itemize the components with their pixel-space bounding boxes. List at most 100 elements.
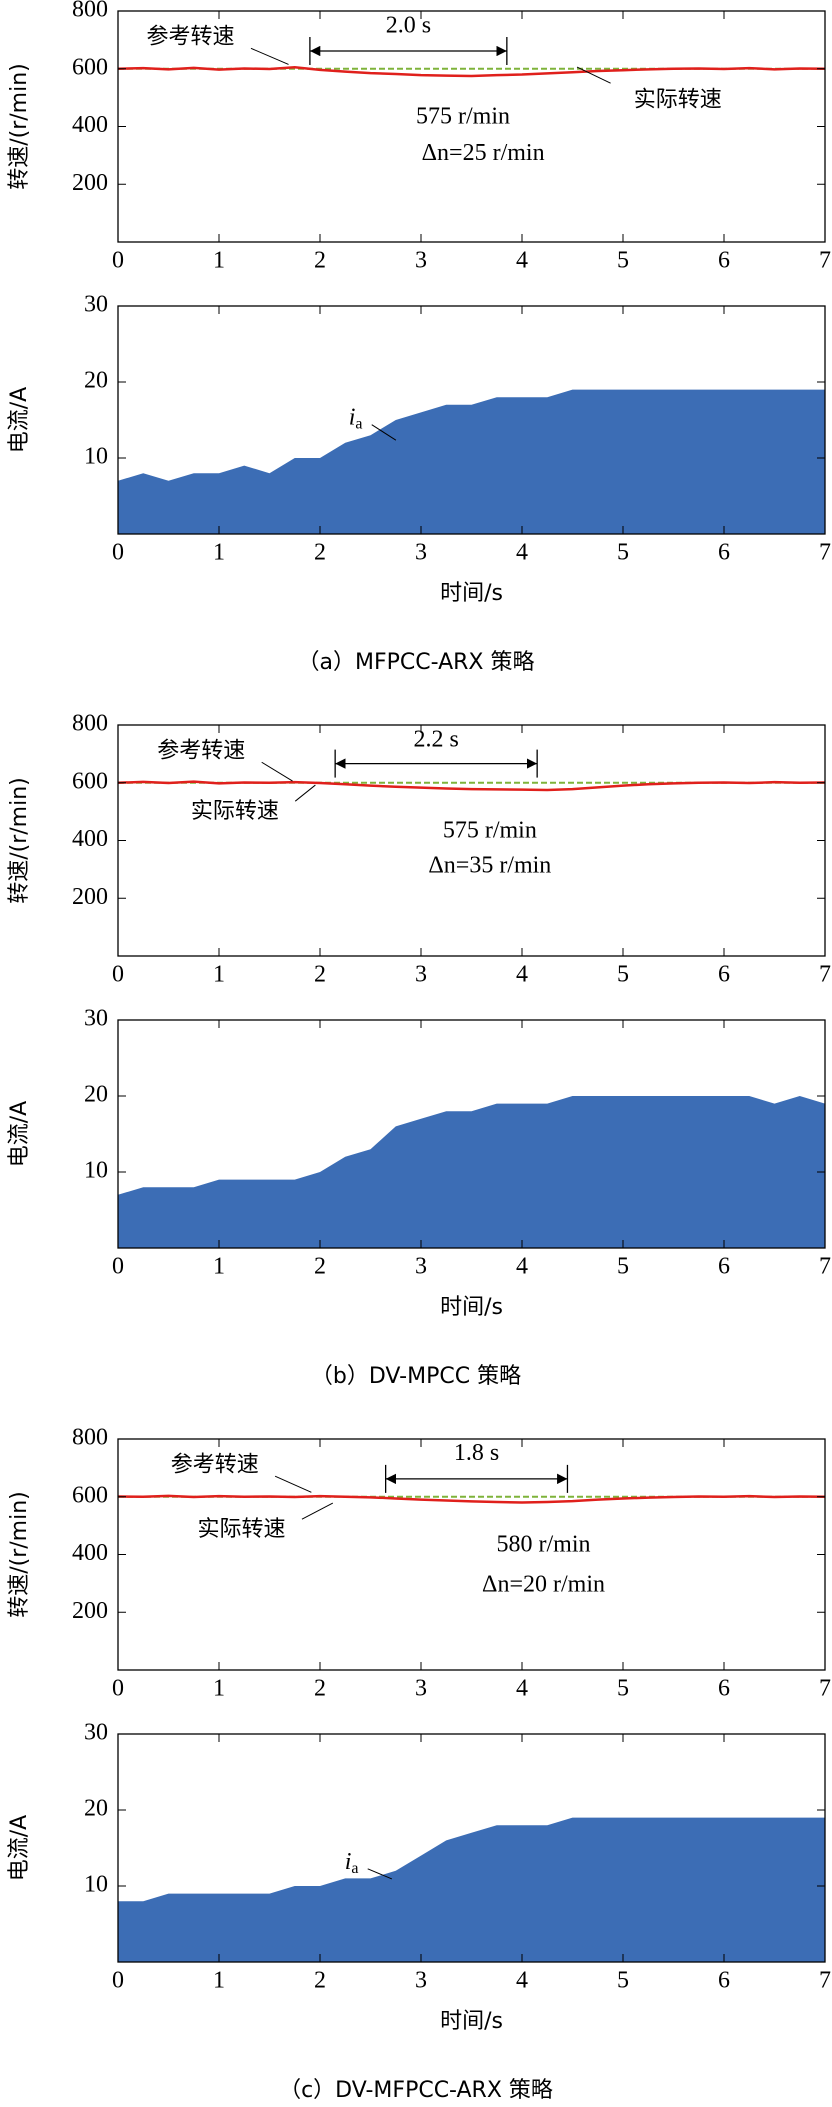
y-tick-label: 20: [84, 1796, 108, 1822]
x-axis-label: 时间/s: [440, 2009, 503, 2034]
y-axis-label: 转速/(r/min): [7, 63, 32, 190]
leader-line: [274, 1475, 312, 1493]
series-label: 实际转速: [198, 1517, 286, 1542]
leader-line: [261, 761, 293, 782]
y-tick-label: 800: [72, 0, 108, 23]
series-label: 参考转速: [157, 739, 245, 764]
x-tick-label: 4: [516, 540, 528, 566]
current-area: [118, 1096, 825, 1248]
y-tick-label: 400: [72, 826, 108, 852]
y-tick-label: 600: [72, 54, 108, 80]
x-tick-label: 6: [718, 1968, 730, 1994]
plot-frame: [117, 1019, 826, 1249]
series-label: 实际转速: [191, 799, 279, 824]
x-axis-label: 时间/s: [440, 581, 503, 606]
x-tick-label: 1: [213, 1254, 225, 1280]
y-tick-label: 800: [72, 1425, 108, 1451]
x-tick-label: 7: [819, 1254, 831, 1280]
y-tick-label: 30: [84, 1006, 108, 1032]
x-tick-label: 3: [415, 1254, 427, 1280]
plot-frame: [117, 305, 826, 535]
series-label: 参考转速: [147, 25, 235, 50]
x-tick-label: 5: [617, 1254, 629, 1280]
x-tick-label: 4: [516, 1968, 528, 1994]
x-tick-label: 0: [112, 962, 124, 988]
x-tick-label: 6: [718, 248, 730, 274]
current-area: [118, 389, 825, 534]
leader-line: [371, 424, 397, 441]
annotation: Δn=20 r/min: [482, 1572, 605, 1598]
x-tick-label: 1: [213, 248, 225, 274]
x-tick-label: 4: [516, 1254, 528, 1280]
x-tick-label: 5: [617, 962, 629, 988]
y-tick-label: 20: [84, 368, 108, 394]
leader-line: [294, 784, 316, 802]
x-tick-label: 1: [213, 1676, 225, 1702]
caption: （b）DV-MPCC 策略: [311, 1364, 521, 1389]
x-tick-label: 4: [516, 248, 528, 274]
annotation: Δn=35 r/min: [428, 852, 551, 878]
x-tick-label: 2: [314, 540, 326, 566]
x-tick-label: 3: [415, 540, 427, 566]
x-tick-label: 2: [314, 962, 326, 988]
interval-label: 2.2 s: [413, 726, 458, 752]
x-tick-label: 3: [415, 962, 427, 988]
x-tick-label: 0: [112, 540, 124, 566]
current-subscript: a: [351, 1859, 358, 1876]
y-tick-label: 200: [72, 884, 108, 910]
speed-line: [117, 66, 826, 78]
x-tick-label: 2: [314, 1968, 326, 1994]
y-tick-label: 20: [84, 1082, 108, 1108]
y-tick-label: 600: [72, 768, 108, 794]
x-tick-label: 7: [819, 962, 831, 988]
y-tick-label: 600: [72, 1482, 108, 1508]
caption: （c）DV-MFPCC-ARX 策略: [279, 2078, 553, 2103]
x-tick-label: 0: [112, 1676, 124, 1702]
speed-line: [117, 1494, 826, 1504]
current-symbol: i: [349, 404, 356, 430]
interval-label: 2.0 s: [386, 12, 431, 38]
y-tick-label: 10: [84, 444, 108, 470]
x-tick-label: 0: [112, 1254, 124, 1280]
plot-frame: [117, 1733, 826, 1963]
x-tick-label: 0: [112, 248, 124, 274]
y-tick-label: 400: [72, 112, 108, 138]
x-tick-label: 5: [617, 1676, 629, 1702]
x-tick-label: 6: [718, 1254, 730, 1280]
x-tick-label: 2: [314, 1676, 326, 1702]
current-label: ia: [349, 404, 363, 432]
annotation: 580 r/min: [497, 1531, 591, 1557]
x-tick-label: 7: [819, 248, 831, 274]
x-tick-label: 0: [112, 1968, 124, 1994]
y-tick-label: 30: [84, 292, 108, 318]
y-tick-label: 10: [84, 1158, 108, 1184]
x-tick-label: 3: [415, 1968, 427, 1994]
x-tick-label: 6: [718, 1676, 730, 1702]
x-tick-label: 7: [819, 1676, 831, 1702]
y-tick-label: 200: [72, 170, 108, 196]
leader-line: [301, 1502, 334, 1520]
leader-line: [250, 47, 289, 65]
x-tick-label: 3: [415, 248, 427, 274]
x-tick-label: 1: [213, 1968, 225, 1994]
y-axis-label: 转速/(r/min): [7, 777, 32, 904]
x-tick-label: 5: [617, 1968, 629, 1994]
x-tick-label: 1: [213, 962, 225, 988]
x-tick-label: 1: [213, 540, 225, 566]
current-subscript: a: [355, 415, 362, 432]
x-tick-label: 2: [314, 248, 326, 274]
annotation: 575 r/min: [443, 818, 537, 844]
x-tick-label: 6: [718, 540, 730, 566]
x-tick-label: 7: [819, 1968, 831, 1994]
current-label: ia: [345, 1848, 359, 1876]
interval-label: 1.8 s: [454, 1440, 499, 1466]
current-area: [118, 1817, 825, 1962]
y-axis-label: 电流/A: [7, 1815, 32, 1881]
y-axis-label: 转速/(r/min): [7, 1491, 32, 1618]
series-label: 实际转速: [634, 88, 722, 113]
y-tick-label: 200: [72, 1598, 108, 1624]
y-tick-label: 800: [72, 711, 108, 737]
current-symbol: i: [345, 1848, 352, 1874]
y-axis-label: 电流/A: [7, 387, 32, 453]
